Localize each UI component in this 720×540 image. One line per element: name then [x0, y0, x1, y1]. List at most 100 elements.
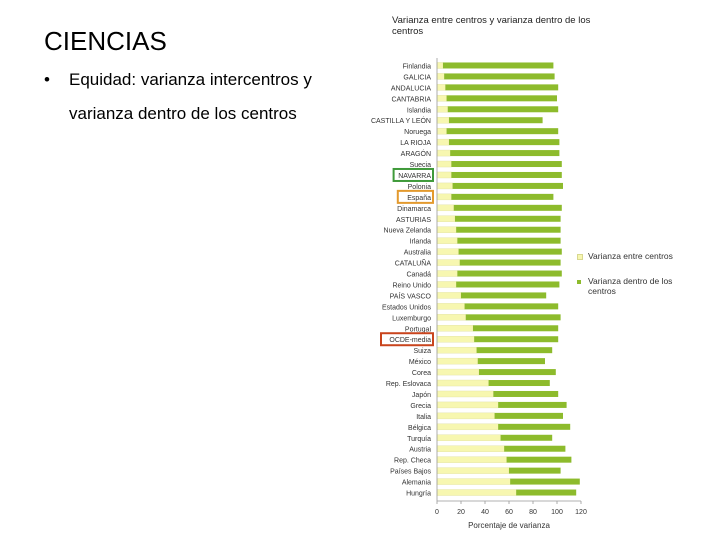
bar-between [436, 292, 462, 299]
bar-between [436, 204, 454, 212]
highlight-box [392, 167, 435, 182]
bar-within [447, 106, 559, 113]
category-label: CANTABRIA [391, 96, 431, 103]
bar-between [436, 445, 505, 452]
category-label: Dinamarca [397, 206, 431, 213]
bar-within [506, 456, 572, 463]
x-tick-label: 80 [529, 509, 537, 516]
bar-between [436, 160, 452, 168]
bar-between [436, 467, 510, 474]
bar-within [456, 226, 561, 233]
bar-within [500, 434, 553, 441]
bar-within [446, 95, 557, 102]
x-tick-label: 40 [481, 509, 489, 516]
legend-item-between: Varianza entre centros [577, 251, 673, 261]
bullet-text-line-2: varianza dentro de los centros [69, 104, 297, 123]
category-label: Países Bajos [390, 469, 431, 476]
bar-between [436, 368, 480, 376]
bar-between [436, 401, 499, 409]
bar-between [436, 336, 475, 343]
bar-between [436, 314, 466, 321]
x-tick-label: 0 [435, 509, 439, 516]
bar-within [493, 390, 559, 397]
category-label: GALICIA [403, 74, 431, 81]
x-tick-label: 60 [505, 509, 513, 516]
category-label: Reino Unido [392, 282, 431, 289]
legend-swatch-within [577, 279, 581, 284]
highlight-box [380, 332, 434, 347]
legend-label-within: Varianza dentro de los centros [588, 276, 673, 296]
category-label: CASTILLA Y LEÓN [371, 116, 431, 125]
category-label: Japón [412, 392, 431, 399]
bar-between [436, 303, 465, 310]
bar-between [436, 226, 457, 233]
x-tick-label: 120 [575, 509, 587, 516]
bar-within [459, 259, 561, 266]
category-label: NAVARRA [398, 173, 431, 180]
bar-within [445, 84, 559, 91]
bar-within [449, 117, 543, 124]
bar-within [457, 237, 561, 244]
category-label: ARAGÓN [401, 149, 431, 158]
category-label: ASTURIAS [396, 217, 431, 224]
category-label: Alemania [402, 480, 431, 487]
legend-label-between: Varianza entre centros [588, 251, 673, 261]
category-label: Nueva Zelanda [384, 228, 432, 235]
bar-within [451, 171, 562, 178]
bar-between [436, 62, 444, 69]
bar-within [498, 401, 567, 408]
category-label: Islandia [407, 107, 431, 114]
bar-between [436, 127, 447, 135]
bullet-icon: • [44, 70, 50, 89]
bar-between [436, 138, 450, 146]
bar-within [451, 161, 562, 168]
bar-within [465, 314, 561, 321]
bar-within [516, 489, 577, 496]
category-label: México [409, 359, 431, 366]
bar-between [436, 423, 499, 431]
x-axis-label: Porcentaje de varianza [468, 521, 550, 530]
category-label: Italia [416, 414, 431, 421]
bar-between [436, 95, 447, 102]
x-tick-label: 100 [551, 509, 563, 516]
category-label: Canadá [406, 272, 431, 279]
category-label: Irlanda [410, 239, 432, 246]
bar-between [436, 237, 458, 244]
bar-within [456, 281, 560, 288]
category-label: Bélgica [408, 425, 431, 432]
bar-between [436, 182, 453, 190]
bar-between [436, 456, 507, 463]
category-label: OCDE-media [389, 337, 431, 344]
x-tick-label: 20 [457, 509, 465, 516]
bar-within [473, 325, 559, 332]
category-label: Rep. Checa [394, 458, 431, 465]
legend-swatch-between [577, 253, 583, 260]
bar-between [436, 193, 452, 201]
category-label: LA RIOJA [400, 140, 431, 147]
category-label: Austria [409, 447, 431, 454]
bar-within [464, 303, 559, 310]
bar-between [436, 215, 456, 222]
slide-title: CIENCIAS [44, 26, 167, 56]
bar-between [436, 489, 517, 496]
bar-within [479, 369, 556, 376]
category-label: Luxemburgo [392, 315, 431, 322]
bar-within [451, 193, 554, 200]
bar-within [488, 380, 550, 387]
bar-within [461, 292, 547, 299]
bar-within [476, 347, 553, 354]
bar-within [443, 62, 554, 69]
bar-between [436, 412, 495, 420]
bar-within [446, 128, 559, 135]
category-label: CATALUÑA [395, 259, 432, 268]
bar-between [436, 106, 449, 113]
bar-within [498, 423, 571, 430]
bar-between [436, 434, 501, 441]
bar-between [436, 149, 451, 157]
highlight-box [396, 189, 434, 204]
bar-between [436, 171, 452, 179]
bar-between [436, 259, 460, 266]
bar-between [436, 84, 446, 91]
bar-within [449, 139, 560, 146]
